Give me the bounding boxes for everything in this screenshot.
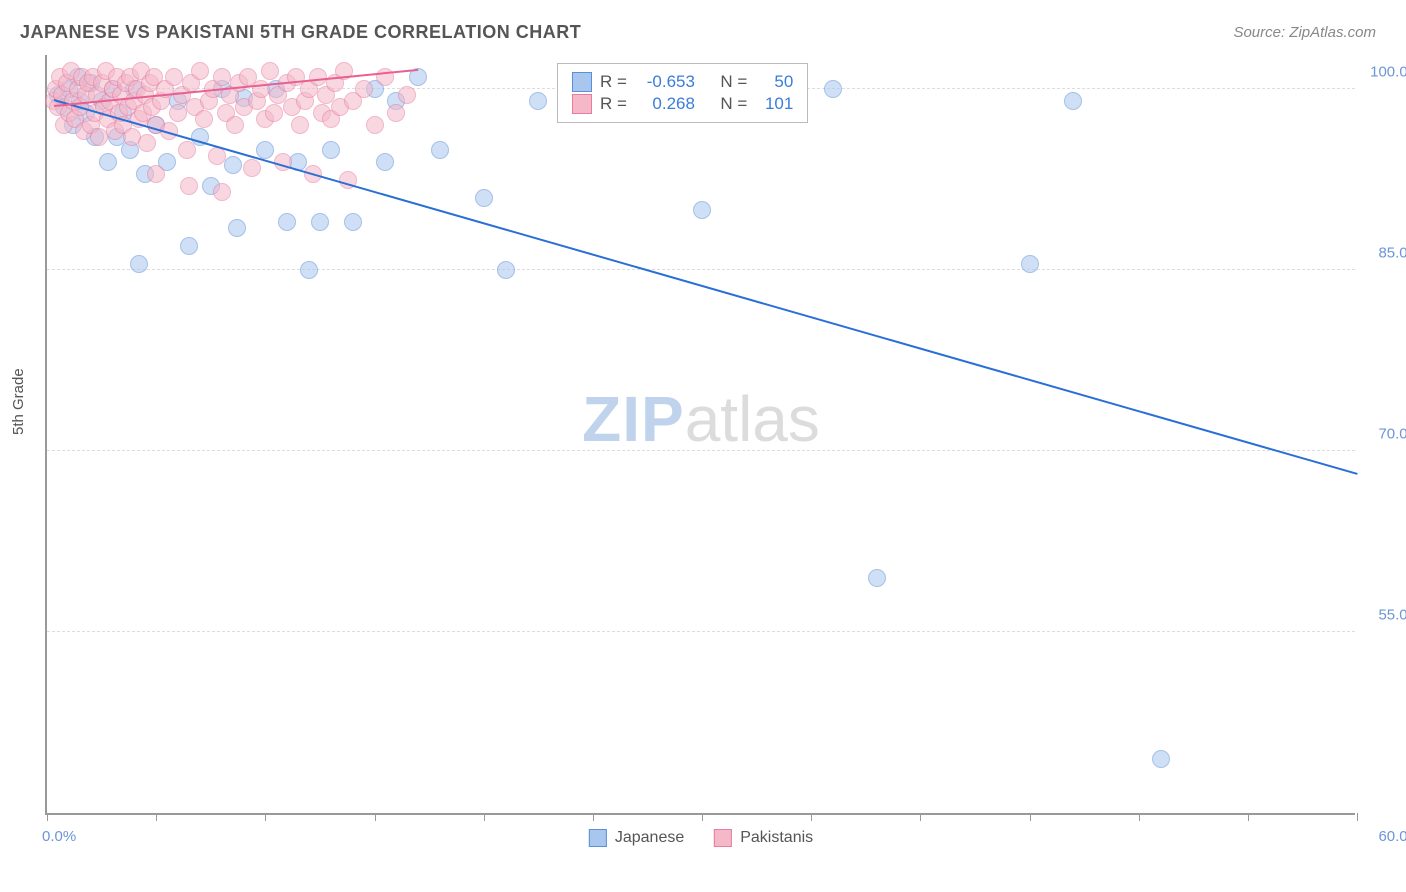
gridline-h	[47, 269, 1355, 270]
x-max-label: 60.0%	[1378, 828, 1406, 845]
scatter-point	[398, 86, 416, 104]
scatter-point	[1021, 255, 1039, 273]
scatter-point	[824, 80, 842, 98]
x-tick	[47, 813, 48, 821]
x-tick	[702, 813, 703, 821]
scatter-point	[278, 213, 296, 231]
scatter-point	[1064, 92, 1082, 110]
scatter-point	[195, 110, 213, 128]
scatter-point	[147, 165, 165, 183]
x-tick	[920, 813, 921, 821]
x-tick	[1248, 813, 1249, 821]
scatter-point	[868, 569, 886, 587]
x-tick	[265, 813, 266, 821]
scatter-point	[243, 159, 261, 177]
scatter-point	[1152, 750, 1170, 768]
watermark-zip: ZIP	[582, 383, 685, 455]
r-label: R =	[600, 72, 627, 92]
x-tick	[1030, 813, 1031, 821]
scatter-point	[431, 141, 449, 159]
scatter-point	[213, 183, 231, 201]
y-tick-label: 100.0%	[1370, 64, 1406, 81]
scatter-point	[475, 189, 493, 207]
scatter-point	[376, 153, 394, 171]
scatter-point	[355, 80, 373, 98]
chart-title: JAPANESE VS PAKISTANI 5TH GRADE CORRELAT…	[20, 22, 581, 43]
bottom-legend: Japanese Pakistanis	[589, 829, 813, 847]
legend-swatch	[589, 829, 607, 847]
plot-area: ZIPatlas 55.0%70.0%85.0%100.0%0.0%60.0%R…	[45, 55, 1355, 815]
scatter-point	[387, 104, 405, 122]
source-label: Source: ZipAtlas.com	[1233, 24, 1376, 41]
scatter-point	[165, 68, 183, 86]
x-tick	[593, 813, 594, 821]
scatter-point	[99, 153, 117, 171]
stats-legend: R = -0.653 N = 50 R = 0.268 N = 101	[557, 63, 808, 123]
y-tick-label: 85.0%	[1378, 245, 1406, 262]
scatter-point	[291, 116, 309, 134]
scatter-point	[261, 62, 279, 80]
x-tick	[375, 813, 376, 821]
n-label: N =	[720, 94, 747, 114]
y-axis-label: 5th Grade	[10, 368, 27, 435]
n-value: 50	[755, 72, 793, 92]
scatter-point	[180, 237, 198, 255]
scatter-point	[228, 219, 246, 237]
stats-legend-row: R = 0.268 N = 101	[572, 94, 793, 114]
scatter-point	[256, 141, 274, 159]
x-tick	[1357, 813, 1358, 821]
legend-item: Japanese	[589, 829, 684, 847]
scatter-point	[224, 156, 242, 174]
legend-swatch	[714, 829, 732, 847]
scatter-point	[300, 261, 318, 279]
gridline-h	[47, 631, 1355, 632]
n-label: N =	[720, 72, 747, 92]
scatter-point	[226, 116, 244, 134]
legend-swatch	[572, 72, 592, 92]
legend-swatch	[572, 94, 592, 114]
scatter-point	[180, 177, 198, 195]
legend-label: Pakistanis	[740, 829, 813, 847]
x-tick	[484, 813, 485, 821]
scatter-point	[366, 116, 384, 134]
scatter-point	[178, 141, 196, 159]
watermark-atlas: atlas	[685, 383, 820, 455]
r-label: R =	[600, 94, 627, 114]
scatter-point	[693, 201, 711, 219]
n-value: 101	[755, 94, 793, 114]
scatter-point	[322, 141, 340, 159]
trend-line	[53, 99, 1357, 475]
scatter-point	[529, 92, 547, 110]
r-value: -0.653	[635, 72, 695, 92]
x-tick	[156, 813, 157, 821]
x-tick	[811, 813, 812, 821]
scatter-point	[265, 104, 283, 122]
scatter-point	[138, 134, 156, 152]
r-value: 0.268	[635, 94, 695, 114]
scatter-point	[169, 104, 187, 122]
legend-label: Japanese	[615, 829, 684, 847]
gridline-h	[47, 450, 1355, 451]
watermark: ZIPatlas	[582, 382, 820, 456]
scatter-point	[344, 213, 362, 231]
scatter-point	[130, 255, 148, 273]
x-min-label: 0.0%	[42, 828, 76, 845]
legend-item: Pakistanis	[714, 829, 813, 847]
scatter-point	[311, 213, 329, 231]
stats-legend-row: R = -0.653 N = 50	[572, 72, 793, 92]
y-tick-label: 70.0%	[1378, 426, 1406, 443]
scatter-point	[497, 261, 515, 279]
x-tick	[1139, 813, 1140, 821]
scatter-point	[191, 62, 209, 80]
y-tick-label: 55.0%	[1378, 607, 1406, 624]
scatter-point	[213, 68, 231, 86]
